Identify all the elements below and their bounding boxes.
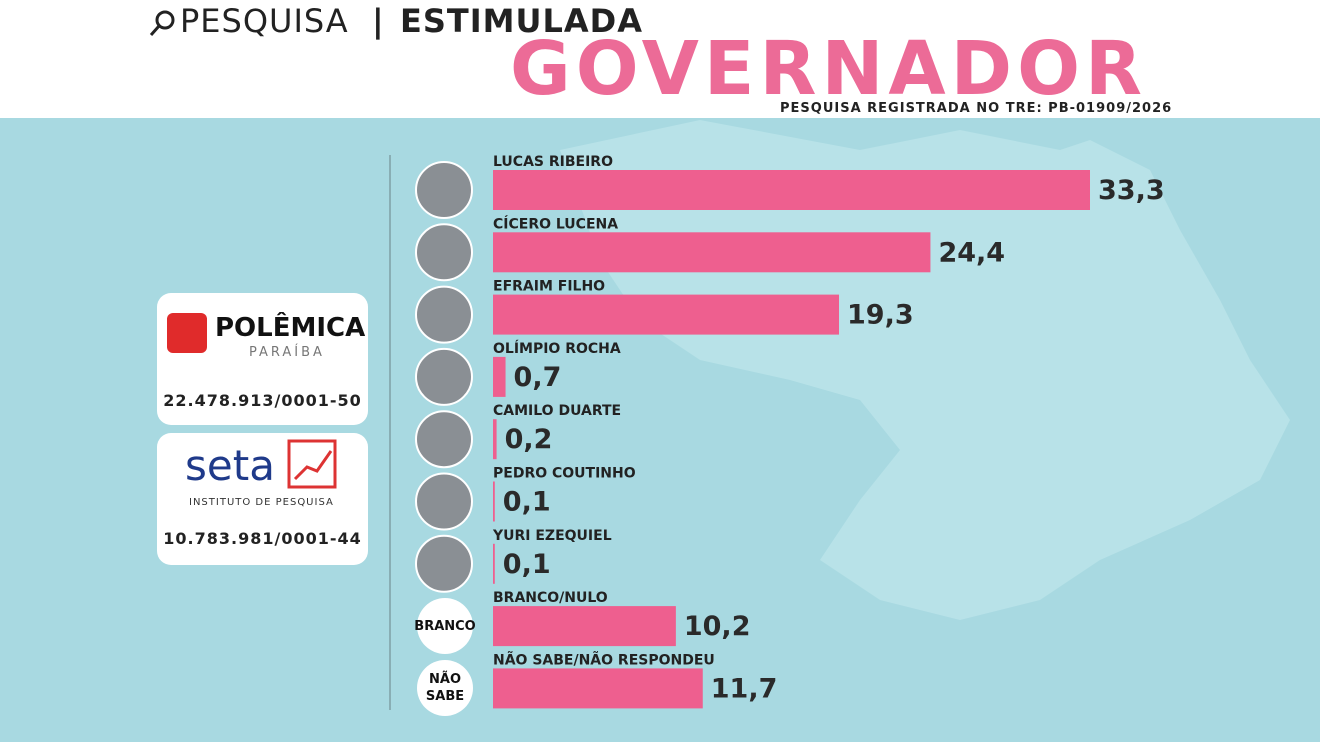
value-label: 11,7: [711, 673, 778, 704]
title: GOVERNADOR: [510, 26, 1147, 112]
candidate-photo: [415, 472, 473, 531]
value-label: 33,3: [1098, 175, 1165, 206]
category-label: BRANCO/NULO: [493, 590, 608, 606]
sponsor-id: 10.783.981/0001-44: [163, 529, 362, 548]
logo-mark: [167, 313, 207, 353]
value-label: 24,4: [938, 237, 1005, 268]
sponsor-id: 22.478.913/0001-50: [163, 391, 362, 410]
candidate-photo: [415, 534, 473, 593]
search-icon: [149, 10, 175, 36]
candidate-photo: [415, 285, 473, 344]
bar: [493, 668, 703, 709]
header: PESQUISA | ESTIMULADA GOVERNADOR PESQUIS…: [0, 0, 1320, 118]
candidate-photo: [415, 410, 473, 469]
category-label: PEDRO COUTINHO: [493, 466, 636, 482]
candidate-photo: [415, 223, 473, 282]
category-label: CAMILO DUARTE: [493, 403, 621, 419]
sponsor-subtitle: INSTITUTO DE PESQUISA: [189, 497, 334, 508]
category-label: EFRAIM FILHO: [493, 279, 605, 295]
value-label: 0,1: [503, 487, 551, 518]
bar: [493, 294, 840, 335]
separator: |: [372, 2, 384, 40]
badge: BRANCO: [414, 598, 476, 655]
sponsor-card: POLÊMICA PARAÍBA 22.478.913/0001-50: [157, 293, 368, 425]
value-label: 0,2: [505, 424, 553, 455]
sponsor-subtitle: PARAÍBA: [249, 345, 325, 360]
category-label: NÃO SABE/NÃO RESPONDEU: [493, 651, 715, 668]
bar: [493, 543, 495, 584]
category-label: OLÍMPIO ROCHA: [493, 340, 621, 357]
sponsor-name: POLÊMICA: [215, 313, 366, 343]
bar: [493, 232, 931, 273]
bar: [493, 419, 497, 460]
bar: [493, 356, 506, 397]
bar: [493, 481, 495, 522]
search-label: PESQUISA: [180, 2, 349, 40]
badge: NÃO SABE: [417, 660, 473, 717]
category-label: LUCAS RIBEIRO: [493, 154, 613, 170]
registration: PESQUISA REGISTRADA NO TRE: PB-01909/202…: [780, 101, 1173, 116]
value-label: 0,1: [503, 549, 551, 580]
category-label: CÍCERO LUCENA: [493, 215, 618, 232]
value-label: 19,3: [847, 300, 914, 331]
value-label: 0,7: [514, 362, 562, 393]
candidate-photo: [415, 347, 473, 406]
bar: [493, 170, 1090, 210]
sponsor-name: seta: [185, 441, 275, 490]
logo-mark: [287, 439, 337, 489]
survey-type: ESTIMULADA: [400, 2, 643, 40]
bar: [493, 606, 676, 647]
category-label: YURI EZEQUIEL: [492, 528, 612, 544]
sponsor-card: seta INSTITUTO DE PESQUISA 10.783.981/00…: [157, 433, 368, 565]
candidate-photo: [415, 161, 473, 219]
value-label: 10,2: [684, 611, 751, 642]
